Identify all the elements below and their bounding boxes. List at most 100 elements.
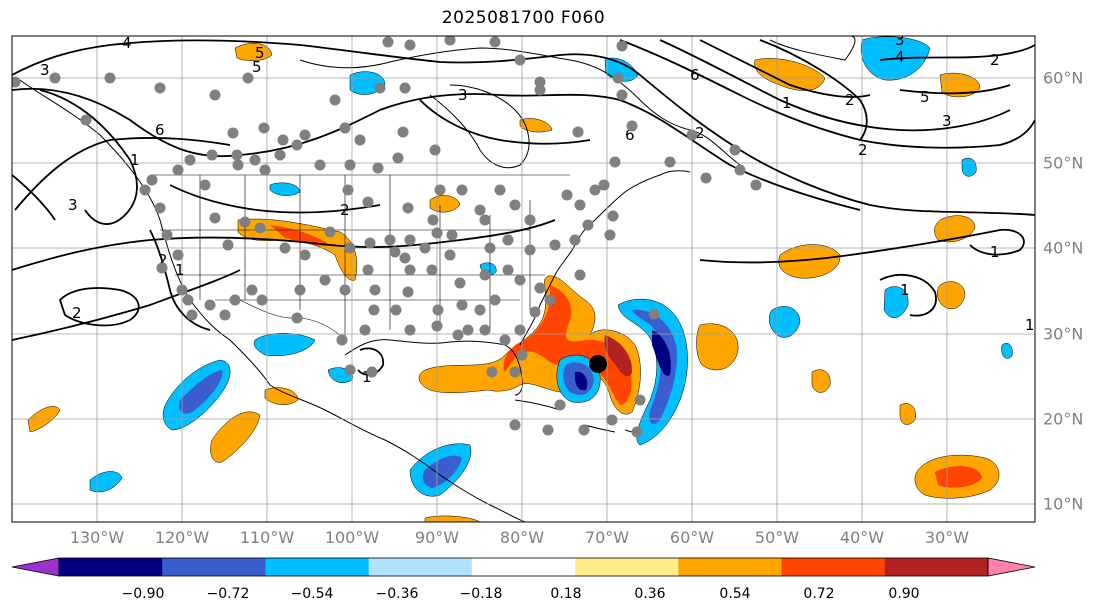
warm-anomaly-max: [604, 335, 633, 377]
colorbar-segment: [59, 558, 163, 576]
contour-label: 1: [900, 281, 910, 299]
colorbar-tick-label: 0.54: [719, 586, 751, 602]
east-coast: [519, 170, 691, 346]
station-marker: [209, 212, 221, 224]
storm-center-marker: [589, 355, 607, 373]
station-marker: [456, 299, 468, 311]
contour-label: 5: [255, 44, 265, 62]
station-marker: [431, 227, 443, 239]
colorbar-segment: [162, 558, 266, 576]
cold-anomaly-atl-east-b: [883, 286, 909, 318]
colorbar-tick-label: 0.90: [888, 586, 920, 602]
contour-label-group: 3 6 4 3 5 5 6 2 3 1 3 2 2 6 1 2 4 5 3 2 …: [40, 34, 1035, 386]
station-marker: [572, 126, 584, 138]
station-marker: [402, 286, 414, 298]
station-marker: [344, 159, 356, 171]
station-marker: [427, 214, 439, 226]
station-marker: [339, 284, 351, 296]
warm-anomaly-pacific-a: [210, 411, 261, 463]
station-marker: [249, 154, 261, 166]
station-marker: [258, 122, 270, 134]
station-marker: [384, 234, 396, 246]
lat-label: 60°N: [1043, 68, 1084, 88]
station-marker: [750, 179, 762, 191]
contour-label: 2: [72, 304, 82, 322]
lon-label: 50°W: [754, 528, 800, 547]
station-marker: [246, 284, 258, 296]
lat-label: 50°N: [1043, 153, 1084, 173]
station-marker: [589, 184, 601, 196]
station-marker: [484, 242, 496, 254]
station-marker: [404, 264, 416, 276]
colorbar-tick-label: −0.54: [290, 586, 334, 602]
station-marker: [549, 239, 561, 251]
lat-label: 10°N: [1043, 494, 1084, 514]
colorbar-extend-high: [987, 557, 1036, 577]
station-marker: [294, 284, 306, 296]
station-marker: [486, 366, 498, 378]
contour-label: 6: [690, 66, 700, 84]
station-marker: [686, 129, 698, 141]
colorbar-tick-label: −0.36: [375, 586, 419, 602]
greenland: [769, 36, 856, 61]
colorbar-tick-label: −0.90: [121, 586, 165, 602]
colorbar-segment: [781, 558, 886, 576]
contour-label: 2: [695, 124, 705, 142]
station-marker: [524, 244, 536, 256]
station-marker: [222, 239, 234, 251]
station-marker: [544, 294, 556, 306]
station-marker: [612, 72, 624, 84]
station-marker: [299, 249, 311, 261]
station-marker: [462, 324, 474, 336]
colorbar-tick-label: 0.18: [550, 586, 582, 602]
lon-label: 130°W: [69, 528, 125, 547]
lon-label: 60°W: [669, 528, 715, 547]
station-marker: [479, 324, 491, 336]
station-marker: [369, 284, 381, 296]
station-marker: [239, 216, 251, 228]
contour-label: 4: [122, 34, 132, 52]
station-marker: [172, 249, 184, 261]
station-marker: [574, 269, 586, 281]
station-marker: [390, 304, 402, 316]
station-marker: [329, 94, 341, 106]
lat-label: 40°N: [1043, 238, 1084, 258]
warm-anomaly-canada-b: [429, 195, 461, 213]
colorbar-tick-label: 0.72: [803, 586, 835, 602]
contour-label: 2: [158, 251, 168, 269]
station-marker: [206, 149, 218, 161]
station-marker: [274, 149, 286, 161]
station-marker: [452, 329, 464, 341]
contour-label: 6: [155, 121, 165, 139]
lat-label: 30°N: [1043, 324, 1084, 344]
station-marker: [432, 304, 444, 316]
station-marker: [161, 229, 173, 241]
station-marker: [146, 174, 158, 186]
lon-label: 90°W: [414, 528, 460, 547]
station-marker: [631, 426, 643, 438]
contour-lines: [12, 39, 1035, 376]
station-marker: [314, 159, 326, 171]
station-marker: [344, 364, 356, 376]
colorbar-segment: [678, 558, 783, 576]
contour-label: 5: [920, 88, 930, 106]
colorbar-tick-label: −0.72: [206, 586, 250, 602]
lon-label: 110°W: [239, 528, 295, 547]
warm-anomaly-canada-c: [519, 118, 553, 133]
colorbar-segment: [575, 558, 679, 576]
coastlines: [19, 36, 856, 522]
lon-label: 30°W: [924, 528, 970, 547]
cold-anomaly-atlantic-arc-core: [652, 330, 671, 376]
map-title: 2025081700 F060: [441, 8, 606, 28]
colorbar: [11, 557, 1036, 577]
station-marker: [397, 126, 409, 138]
station-marker: [419, 242, 431, 254]
station-marker: [474, 204, 486, 216]
contour-label: 1: [362, 368, 372, 386]
contour-label: 5: [252, 58, 262, 76]
contour-label: 2: [858, 141, 868, 159]
plot-frame: [11, 35, 1036, 523]
station-marker: [499, 334, 511, 346]
station-marker: [509, 199, 521, 211]
